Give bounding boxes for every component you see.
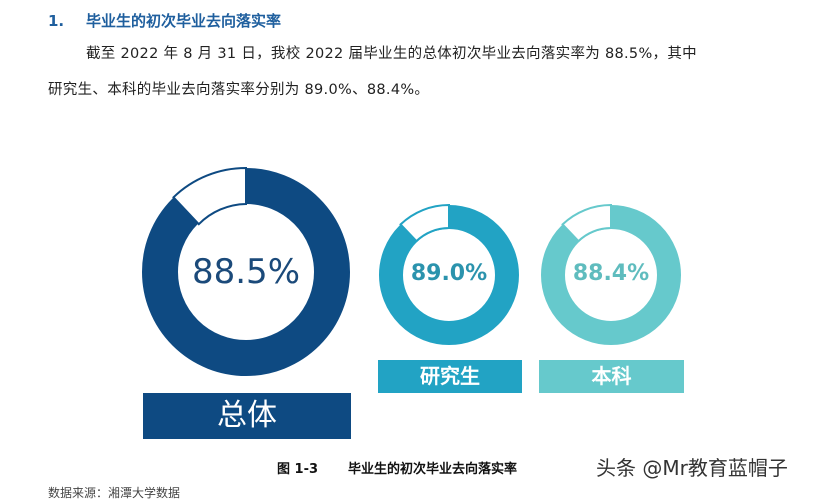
figure-caption: 图 1-3 毕业生的初次毕业去向落实率 <box>277 458 517 477</box>
label-overall: 总体 <box>143 393 351 439</box>
section-number: 1. <box>48 12 65 30</box>
watermark: 头条 @Mr教育蓝帽子 <box>596 456 788 480</box>
donut-undergraduate-value: 88.4% <box>572 261 650 286</box>
section-title: 毕业生的初次毕业去向落实率 <box>86 12 282 30</box>
label-undergraduate: 本科 <box>539 360 684 393</box>
donut-overall-ring <box>142 166 350 376</box>
figure-number: 图 1-3 <box>277 462 319 477</box>
figure-title: 毕业生的初次毕业去向落实率 <box>348 462 518 477</box>
donut-graduate: 89.0% <box>378 204 520 346</box>
section-heading: 1. 毕业生的初次毕业去向落实率 <box>48 10 281 31</box>
donut-graduate-ring <box>379 204 519 345</box>
donut-graduate-value: 89.0% <box>410 261 488 286</box>
data-source-note: 数据来源：湘潭大学数据 <box>48 486 181 500</box>
paragraph-line-1: 截至 2022 年 8 月 31 日，我校 2022 届毕业生的总体初次毕业去向… <box>86 46 697 62</box>
donut-overall: 88.5% <box>140 166 352 378</box>
donut-overall-value: 88.5% <box>191 252 300 292</box>
label-graduate: 研究生 <box>378 360 522 393</box>
donut-undergraduate-ring <box>541 204 681 345</box>
donut-undergraduate: 88.4% <box>540 204 682 346</box>
paragraph-line-2: 研究生、本科的毕业去向落实率分别为 89.0%、88.4%。 <box>48 82 430 98</box>
